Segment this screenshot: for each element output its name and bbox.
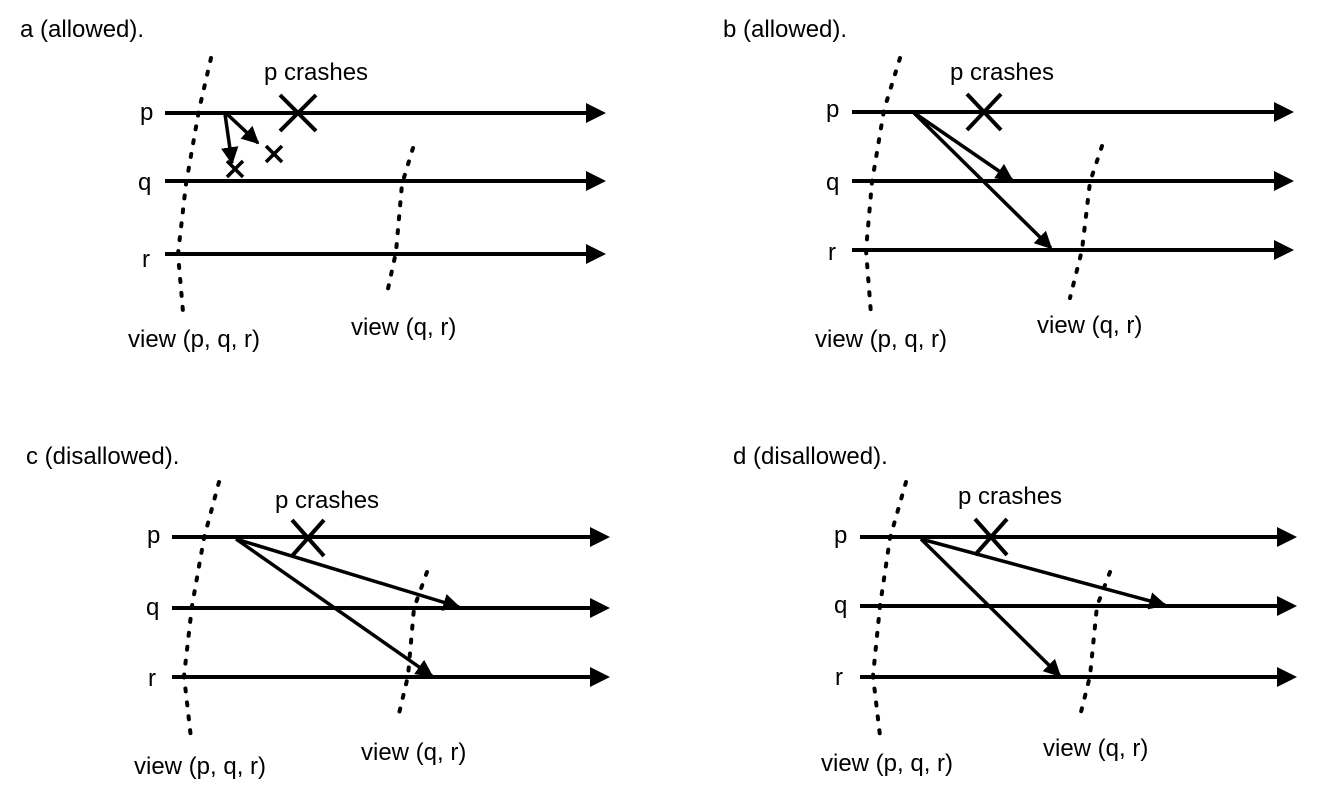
panel-d-view-label-first: view (p, q, r) (821, 750, 953, 777)
panel-b-message-arrow (912, 110, 1014, 182)
panel-a-process-label-r: r (142, 246, 150, 273)
panel-d-process-label-r: r (835, 664, 843, 691)
panel-b-view-cut-first (863, 56, 902, 316)
panel-c-view-cut-second (395, 570, 429, 724)
panel-c-view-cut-first (181, 480, 221, 740)
panel-d-message-arrow (920, 537, 1167, 610)
panel-c-process-label-p: p (147, 522, 160, 549)
panel-a-title: a (allowed). (20, 16, 144, 43)
panel-c-timeline-r-arrowhead (590, 667, 610, 687)
panel-c-view-label-second: view (q, r) (361, 739, 466, 766)
panel-a-view-cut-first (175, 56, 213, 314)
panel-c-title: c (disallowed). (26, 443, 179, 470)
panel-a-view-label-second: view (q, r) (351, 314, 456, 341)
panel-a-message-arrow (221, 113, 239, 165)
panel-b-crash-mark (965, 92, 1003, 132)
panel-a-timeline-r-arrowhead (586, 244, 606, 264)
panel-b: b (allowed). p crashes p q r view (p, q,… (723, 16, 1294, 353)
panel-d-message-arrow (919, 537, 1062, 678)
panel-c-message-arrow (235, 537, 461, 611)
panel-c-crash-mark (290, 518, 326, 558)
panel-c-process-label-r: r (148, 665, 156, 692)
panel-d-timeline-q-arrowhead (1277, 596, 1297, 616)
panel-d-title: d (disallowed). (733, 443, 888, 470)
panel-c-message-arrow (234, 537, 434, 678)
panel-b-message-arrow (911, 110, 1053, 250)
panel-a-view-label-first: view (p, q, r) (128, 326, 260, 353)
panel-a-lost-message-mark (264, 144, 284, 164)
panel-a-process-label-p: p (140, 99, 153, 126)
panel-d-view-cut-first (870, 480, 908, 738)
panel-d-view-label-second: view (q, r) (1043, 735, 1148, 762)
panel-b-crash-label: p crashes (950, 59, 1054, 86)
panel-b-view-cut-second (1068, 144, 1104, 300)
panel-b-view-label-second: view (q, r) (1037, 312, 1142, 339)
panel-b-timeline-q-arrowhead (1274, 171, 1294, 191)
panel-a-crash-mark (278, 93, 318, 133)
panel-d-process-label-q: q (834, 592, 847, 619)
panel-c-crash-label: p crashes (275, 487, 379, 514)
panel-c-timeline-q-arrowhead (590, 598, 610, 618)
panel-c-view-label-first: view (p, q, r) (134, 753, 266, 780)
panel-d-process-label-p: p (834, 522, 847, 549)
panel-b-view-label-first: view (p, q, r) (815, 326, 947, 353)
panel-d-timeline-r-arrowhead (1277, 667, 1297, 687)
panel-a-message-arrow (225, 112, 260, 145)
panel-b-process-label-q: q (826, 169, 839, 196)
panel-b-process-label-r: r (828, 239, 836, 266)
panel-c: c (disallowed). p crashes p q r view (p,… (26, 443, 610, 780)
panel-a-process-label-q: q (138, 169, 151, 196)
panel-d-timeline-p-arrowhead (1277, 527, 1297, 547)
panel-d: d (disallowed). p crashes p q r view (p,… (733, 443, 1297, 777)
panel-c-process-label-q: q (146, 594, 159, 621)
panel-d-view-cut-second (1077, 570, 1112, 722)
panel-c-timeline-p-arrowhead (590, 527, 610, 547)
panel-a-view-cut-second (384, 146, 415, 300)
panel-a-lost-message-mark (225, 159, 245, 179)
panel-d-crash-mark (973, 517, 1009, 557)
panel-a-timeline-q-arrowhead (586, 171, 606, 191)
panel-a-timeline-p-arrowhead (586, 103, 606, 123)
panel-d-crash-label: p crashes (958, 483, 1062, 510)
panel-b-title: b (allowed). (723, 16, 847, 43)
panel-a: a (allowed). p crashes p q r view (p, q,… (20, 16, 606, 353)
panel-b-timeline-r-arrowhead (1274, 240, 1294, 260)
panel-b-timeline-p-arrowhead (1274, 102, 1294, 122)
panel-b-process-label-p: p (826, 96, 839, 123)
panel-a-crash-label: p crashes (264, 59, 368, 86)
